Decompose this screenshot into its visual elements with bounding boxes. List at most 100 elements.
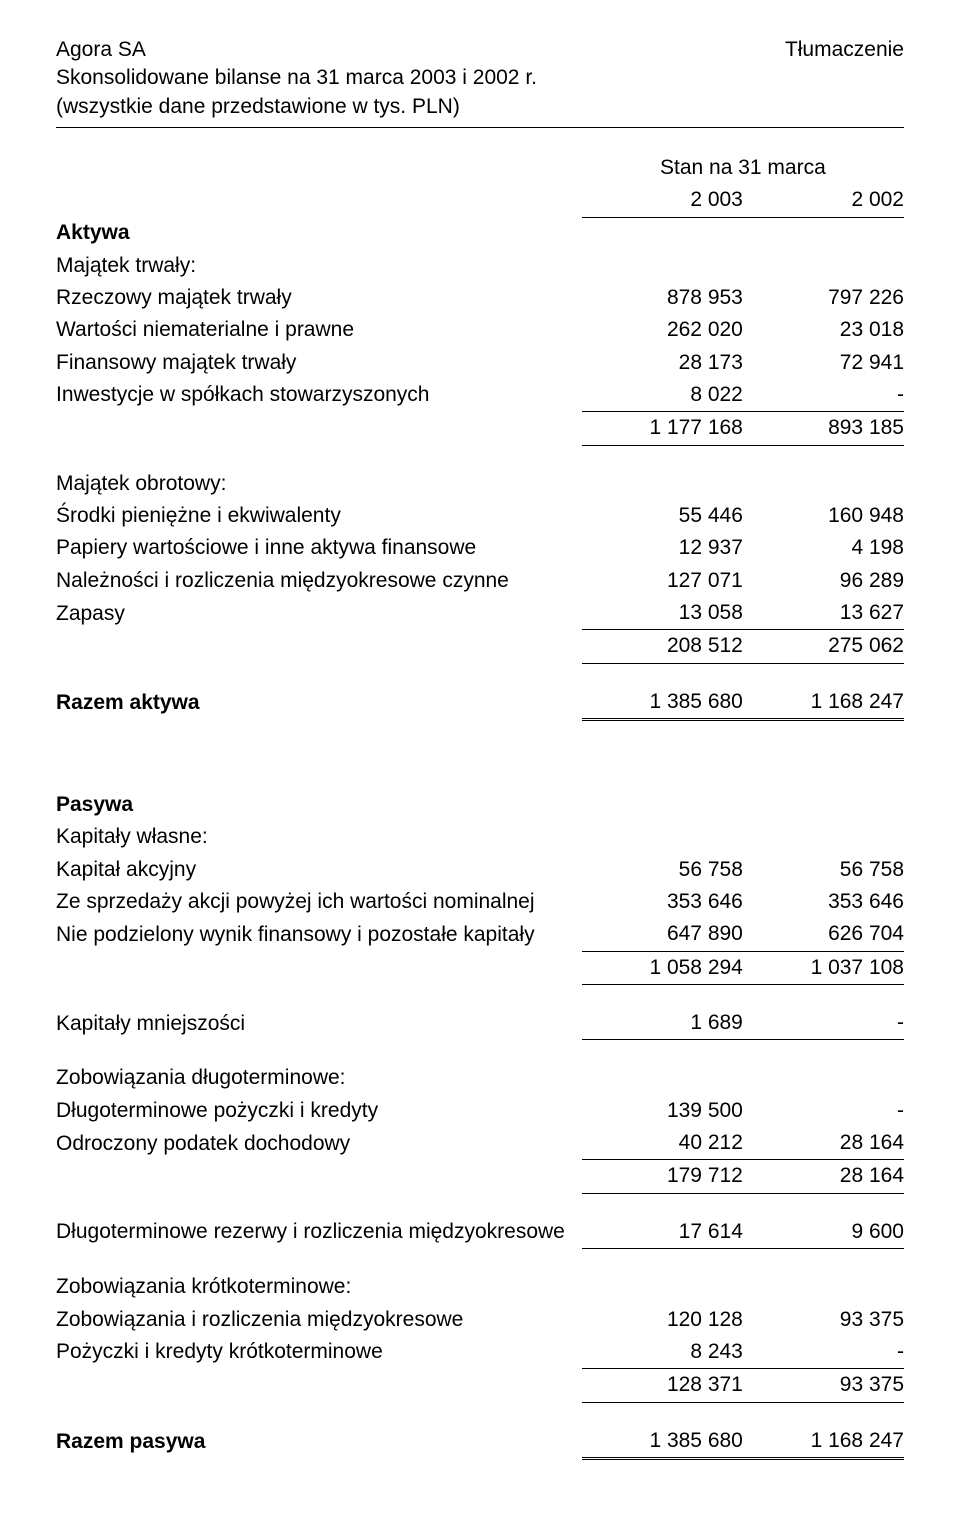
doc-title: Skonsolidowane bilanse na 31 marca 2003 … <box>56 64 904 92</box>
row-val: 160 948 <box>743 500 904 532</box>
spacer-row <box>56 1193 904 1216</box>
row-label: Zobowiązania i rozliczenia międzyokresow… <box>56 1304 582 1336</box>
period-years-row: 2 003 2 002 <box>56 184 904 217</box>
row-val: 1 058 294 <box>582 951 743 984</box>
spacer-row <box>56 1040 904 1063</box>
table-row: Pożyczki i kredyty krótkoterminowe 8 243… <box>56 1336 904 1369</box>
table-row: Papiery wartościowe i inne aktywa finans… <box>56 532 904 564</box>
row-val: 797 226 <box>743 282 904 314</box>
aktywa-title-row: Aktywa <box>56 217 904 249</box>
fixed-subtotal-row: 1 177 168 893 185 <box>56 412 904 445</box>
spacer-row <box>56 1249 904 1272</box>
row-label: Finansowy majątek trwały <box>56 347 582 379</box>
row-val: 179 712 <box>582 1160 743 1193</box>
current-assets-title: Majątek obrotowy: <box>56 468 582 500</box>
short-subtotal-row: 128 371 93 375 <box>56 1369 904 1402</box>
current-assets-title-row: Majątek obrotowy: <box>56 468 904 500</box>
period-caption: Stan na 31 marca <box>582 152 904 184</box>
equity-title: Kapitały własne: <box>56 821 582 853</box>
row-val: 1 689 <box>582 1007 743 1040</box>
equity-title-row: Kapitały własne: <box>56 821 904 853</box>
company-name: Agora SA <box>56 36 146 64</box>
spacer-row <box>56 445 904 468</box>
row-val: 128 371 <box>582 1369 743 1402</box>
pasywa-title: Pasywa <box>56 789 582 821</box>
row-label: Należności i rozliczenia międzyokresowe … <box>56 565 582 597</box>
long-liab-title: Zobowiązania długoterminowe: <box>56 1062 582 1094</box>
period-caption-row: Stan na 31 marca <box>56 152 904 184</box>
row-val: 93 375 <box>743 1304 904 1336</box>
header-divider <box>56 127 904 128</box>
table-row: Rzeczowy majątek trwały 878 953 797 226 <box>56 282 904 314</box>
current-subtotal-row: 208 512 275 062 <box>56 630 904 663</box>
aktywa-title: Aktywa <box>56 217 582 249</box>
row-label: Inwestycje w spółkach stowarzyszonych <box>56 379 582 412</box>
year-col-2: 2 002 <box>743 184 904 217</box>
row-val: 139 500 <box>582 1095 743 1127</box>
row-label: Papiery wartościowe i inne aktywa finans… <box>56 532 582 564</box>
short-liab-title-row: Zobowiązania krótkoterminowe: <box>56 1271 904 1303</box>
table-row: Środki pieniężne i ekwiwalenty 55 446 16… <box>56 500 904 532</box>
row-val: 353 646 <box>743 886 904 918</box>
row-val: - <box>743 1007 904 1040</box>
row-val: 120 128 <box>582 1304 743 1336</box>
row-val: 1 037 108 <box>743 951 904 984</box>
row-val: 127 071 <box>582 565 743 597</box>
row-label: Środki pieniężne i ekwiwalenty <box>56 500 582 532</box>
fixed-assets-title-row: Majątek trwały: <box>56 250 904 282</box>
table-row: Wartości niematerialne i prawne 262 020 … <box>56 314 904 346</box>
row-val: 208 512 <box>582 630 743 663</box>
year-col-1: 2 003 <box>582 184 743 217</box>
row-val: 96 289 <box>743 565 904 597</box>
table-row: Ze sprzedaży akcji powyżej ich wartości … <box>56 886 904 918</box>
row-val: 1 168 247 <box>743 1425 904 1459</box>
row-val: 28 164 <box>743 1127 904 1160</box>
pasywa-total-label: Razem pasywa <box>56 1425 582 1459</box>
spacer-row <box>56 985 904 1008</box>
row-val: 55 446 <box>582 500 743 532</box>
row-val: 1 168 247 <box>743 686 904 720</box>
row-val: 1 385 680 <box>582 1425 743 1459</box>
row-label: Odroczony podatek dochodowy <box>56 1127 582 1160</box>
row-label: Ze sprzedaży akcji powyżej ich wartości … <box>56 886 582 918</box>
row-label: Długoterminowe pożyczki i kredyty <box>56 1095 582 1127</box>
minority-row: Kapitały mniejszości 1 689 - <box>56 1007 904 1040</box>
row-val: - <box>743 379 904 412</box>
spacer-row <box>56 663 904 686</box>
row-val: 1 385 680 <box>582 686 743 720</box>
row-val: 878 953 <box>582 282 743 314</box>
row-val: 893 185 <box>743 412 904 445</box>
row-val: 262 020 <box>582 314 743 346</box>
row-label: Zapasy <box>56 597 582 630</box>
row-val: 13 627 <box>743 597 904 630</box>
table-row: Należności i rozliczenia międzyokresowe … <box>56 565 904 597</box>
row-label: Rzeczowy majątek trwały <box>56 282 582 314</box>
pasywa-total-row: Razem pasywa 1 385 680 1 168 247 <box>56 1425 904 1459</box>
short-liab-title: Zobowiązania krótkoterminowe: <box>56 1271 582 1303</box>
row-label: Długoterminowe rezerwy i rozliczenia mię… <box>56 1216 582 1249</box>
row-val: 8 022 <box>582 379 743 412</box>
row-val: 23 018 <box>743 314 904 346</box>
header-row: Agora SA Tłumaczenie <box>56 36 904 64</box>
row-label: Pożyczki i kredyty krótkoterminowe <box>56 1336 582 1369</box>
equity-subtotal-row: 1 058 294 1 037 108 <box>56 951 904 984</box>
table-row: Nie podzielony wynik finansowy i pozosta… <box>56 918 904 951</box>
pasywa-title-row: Pasywa <box>56 789 904 821</box>
spacer-row <box>56 1402 904 1425</box>
row-label: Wartości niematerialne i prawne <box>56 314 582 346</box>
table-row: Finansowy majątek trwały 28 173 72 941 <box>56 347 904 379</box>
long-liab-title-row: Zobowiązania długoterminowe: <box>56 1062 904 1094</box>
row-val: 13 058 <box>582 597 743 630</box>
row-val: - <box>743 1336 904 1369</box>
row-val: - <box>743 1095 904 1127</box>
long-subtotal-row: 179 712 28 164 <box>56 1160 904 1193</box>
row-label: Kapitał akcyjny <box>56 854 582 886</box>
table-row: Zapasy 13 058 13 627 <box>56 597 904 630</box>
doc-subtitle: (wszystkie dane przedstawione w tys. PLN… <box>56 93 904 121</box>
table-row: Zobowiązania i rozliczenia międzyokresow… <box>56 1304 904 1336</box>
row-label: Kapitały mniejszości <box>56 1007 582 1040</box>
table-row: Kapitał akcyjny 56 758 56 758 <box>56 854 904 886</box>
table-row: Inwestycje w spółkach stowarzyszonych 8 … <box>56 379 904 412</box>
row-val: 56 758 <box>743 854 904 886</box>
spacer-row <box>56 720 904 768</box>
